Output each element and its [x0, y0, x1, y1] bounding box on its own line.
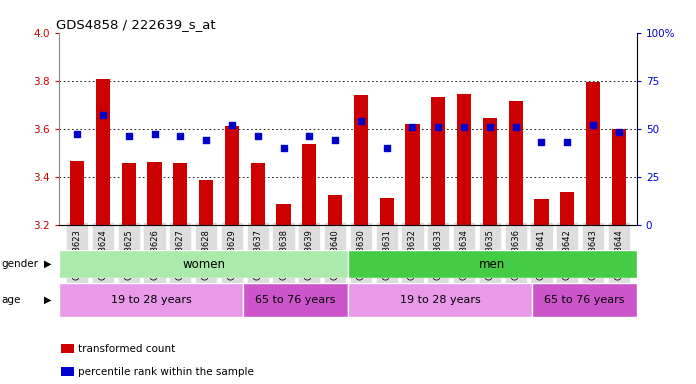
Text: ▶: ▶: [44, 295, 51, 305]
Bar: [348, 250, 637, 278]
Point: [226, 122, 237, 128]
Bar: [122, 164, 136, 225]
Text: GDS4858 / 222639_s_at: GDS4858 / 222639_s_at: [56, 18, 216, 31]
Bar: [348, 283, 532, 317]
Point: [278, 145, 289, 151]
Bar: [251, 164, 265, 225]
Text: 19 to 28 years: 19 to 28 years: [400, 295, 480, 305]
Bar: [509, 101, 523, 225]
Text: 65 to 76 years: 65 to 76 years: [255, 295, 335, 305]
Bar: [173, 164, 187, 225]
Bar: [96, 79, 110, 225]
Bar: [59, 250, 348, 278]
Bar: [612, 129, 626, 225]
Point: [175, 133, 186, 139]
Bar: [328, 195, 342, 225]
Point: [407, 124, 418, 130]
Bar: [532, 283, 637, 317]
Point: [356, 118, 367, 124]
Bar: [302, 144, 317, 225]
Bar: [199, 180, 213, 225]
Point: [536, 139, 547, 145]
Point: [149, 131, 160, 137]
Point: [510, 124, 521, 130]
Bar: [379, 198, 394, 225]
Text: percentile rank within the sample: percentile rank within the sample: [78, 367, 254, 377]
Bar: [354, 95, 368, 225]
Bar: [431, 98, 445, 225]
Bar: [243, 283, 348, 317]
Point: [562, 139, 573, 145]
Bar: [535, 199, 548, 225]
Bar: [483, 118, 497, 225]
Bar: [586, 82, 600, 225]
Text: transformed count: transformed count: [78, 344, 175, 354]
Point: [252, 133, 263, 139]
Bar: [457, 94, 471, 225]
Point: [200, 137, 212, 143]
Point: [303, 133, 315, 139]
Point: [433, 124, 444, 130]
Point: [329, 137, 340, 143]
Point: [613, 129, 624, 136]
Point: [381, 145, 393, 151]
Bar: [59, 283, 243, 317]
Point: [123, 133, 134, 139]
Bar: [560, 192, 574, 225]
Point: [459, 124, 470, 130]
Text: women: women: [182, 258, 225, 270]
Text: age: age: [1, 295, 21, 305]
Point: [484, 124, 496, 130]
Text: men: men: [480, 258, 505, 270]
Point: [587, 122, 599, 128]
Text: 19 to 28 years: 19 to 28 years: [111, 295, 191, 305]
Text: 65 to 76 years: 65 to 76 years: [544, 295, 624, 305]
Bar: [148, 162, 161, 225]
Text: gender: gender: [1, 259, 38, 269]
Text: ▶: ▶: [44, 259, 51, 269]
Bar: [276, 204, 291, 225]
Bar: [225, 126, 239, 225]
Bar: [70, 161, 84, 225]
Bar: [405, 124, 420, 225]
Point: [72, 131, 83, 137]
Point: [97, 112, 109, 118]
